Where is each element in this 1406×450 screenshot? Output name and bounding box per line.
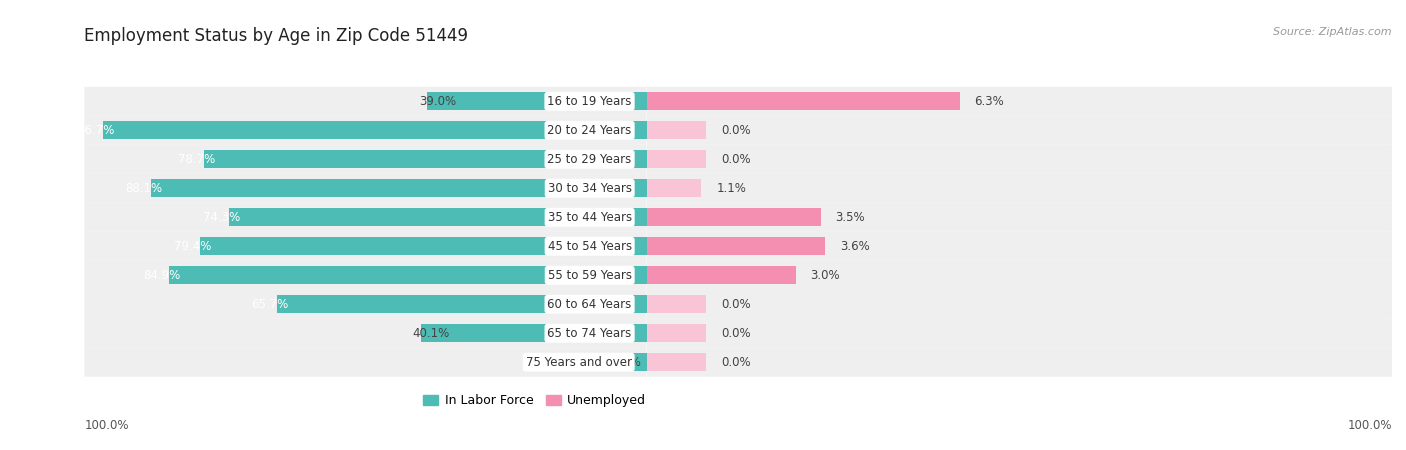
FancyBboxPatch shape [84, 174, 647, 203]
Text: 3.5%: 3.5% [835, 211, 865, 224]
Text: 74.3%: 74.3% [202, 211, 240, 224]
Text: 3.6%: 3.6% [841, 240, 870, 253]
Text: 25 to 29 Years: 25 to 29 Years [547, 153, 631, 166]
Bar [647, 208, 821, 226]
Bar [647, 92, 960, 110]
Bar [277, 295, 647, 313]
Text: 96.7%: 96.7% [77, 124, 114, 137]
Text: 16 to 19 Years: 16 to 19 Years [547, 95, 631, 108]
FancyBboxPatch shape [647, 348, 1392, 377]
Text: 0.0%: 0.0% [721, 124, 751, 137]
Text: 3.0%: 3.0% [811, 269, 841, 282]
Text: 0.0%: 0.0% [721, 356, 751, 369]
Text: 35 to 44 Years: 35 to 44 Years [547, 211, 631, 224]
FancyBboxPatch shape [647, 319, 1392, 348]
FancyBboxPatch shape [647, 290, 1392, 319]
FancyBboxPatch shape [84, 261, 647, 290]
Text: 65 to 74 Years: 65 to 74 Years [547, 327, 631, 340]
Text: 0.0%: 0.0% [721, 153, 751, 166]
Text: 100.0%: 100.0% [84, 419, 129, 432]
Text: 88.1%: 88.1% [125, 182, 163, 195]
Bar [647, 353, 706, 371]
Bar [647, 179, 702, 197]
Bar [427, 92, 647, 110]
Text: 75 Years and over: 75 Years and over [526, 356, 631, 369]
Bar [647, 266, 796, 284]
Bar [103, 122, 647, 139]
Text: 30 to 34 Years: 30 to 34 Years [548, 182, 631, 195]
Legend: In Labor Force, Unemployed: In Labor Force, Unemployed [419, 389, 651, 413]
Bar [152, 179, 647, 197]
Bar [647, 324, 706, 342]
FancyBboxPatch shape [647, 87, 1392, 116]
FancyBboxPatch shape [647, 174, 1392, 203]
Text: 55 to 59 Years: 55 to 59 Years [548, 269, 631, 282]
Bar [169, 266, 647, 284]
FancyBboxPatch shape [84, 319, 647, 348]
FancyBboxPatch shape [84, 116, 647, 145]
Bar [647, 295, 706, 313]
Text: 60 to 64 Years: 60 to 64 Years [547, 298, 631, 311]
FancyBboxPatch shape [647, 203, 1392, 232]
Text: Employment Status by Age in Zip Code 51449: Employment Status by Age in Zip Code 514… [84, 27, 468, 45]
Bar [620, 353, 647, 371]
Text: 0.0%: 0.0% [721, 327, 751, 340]
Text: 39.0%: 39.0% [419, 95, 456, 108]
Bar [229, 208, 647, 226]
FancyBboxPatch shape [647, 145, 1392, 174]
FancyBboxPatch shape [84, 232, 647, 261]
Bar [647, 237, 825, 255]
FancyBboxPatch shape [647, 232, 1392, 261]
Text: 4.7%: 4.7% [612, 356, 641, 369]
Text: Source: ZipAtlas.com: Source: ZipAtlas.com [1274, 27, 1392, 37]
Text: 6.3%: 6.3% [974, 95, 1004, 108]
Text: 45 to 54 Years: 45 to 54 Years [547, 240, 631, 253]
Text: 84.9%: 84.9% [143, 269, 180, 282]
Bar [204, 150, 647, 168]
Bar [200, 237, 647, 255]
Text: 65.7%: 65.7% [252, 298, 288, 311]
Text: 1.1%: 1.1% [716, 182, 747, 195]
Text: 20 to 24 Years: 20 to 24 Years [547, 124, 631, 137]
Bar [647, 150, 706, 168]
FancyBboxPatch shape [84, 145, 647, 174]
Text: 0.0%: 0.0% [721, 298, 751, 311]
Bar [422, 324, 647, 342]
FancyBboxPatch shape [84, 348, 647, 377]
Text: 40.1%: 40.1% [413, 327, 450, 340]
Text: 78.7%: 78.7% [179, 153, 215, 166]
FancyBboxPatch shape [647, 261, 1392, 290]
Text: 100.0%: 100.0% [1347, 419, 1392, 432]
Bar [647, 122, 706, 139]
FancyBboxPatch shape [84, 203, 647, 232]
FancyBboxPatch shape [647, 116, 1392, 145]
FancyBboxPatch shape [84, 290, 647, 319]
FancyBboxPatch shape [84, 87, 647, 116]
Text: 79.4%: 79.4% [174, 240, 211, 253]
